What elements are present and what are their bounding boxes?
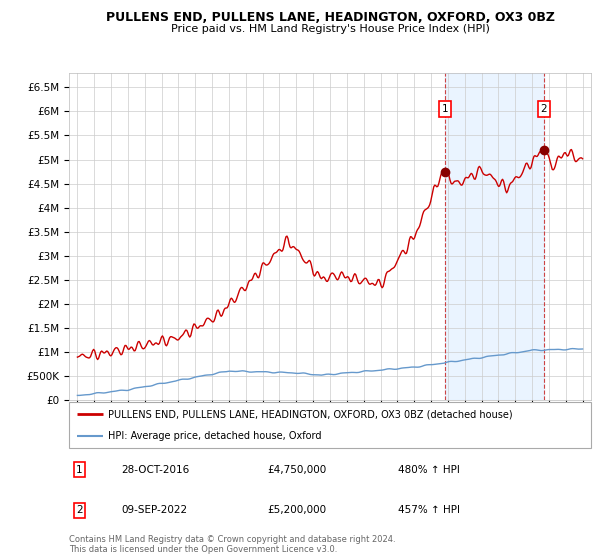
Text: Price paid vs. HM Land Registry's House Price Index (HPI): Price paid vs. HM Land Registry's House … [170,24,490,34]
Text: PULLENS END, PULLENS LANE, HEADINGTON, OXFORD, OX3 0BZ (detached house): PULLENS END, PULLENS LANE, HEADINGTON, O… [108,409,513,419]
Text: 1: 1 [442,104,448,114]
Text: 2: 2 [76,505,83,515]
Text: 480% ↑ HPI: 480% ↑ HPI [398,465,460,475]
Text: PULLENS END, PULLENS LANE, HEADINGTON, OXFORD, OX3 0BZ: PULLENS END, PULLENS LANE, HEADINGTON, O… [106,11,554,24]
Text: 09-SEP-2022: 09-SEP-2022 [121,505,187,515]
Text: £5,200,000: £5,200,000 [268,505,326,515]
Text: 2: 2 [541,104,547,114]
Text: 28-OCT-2016: 28-OCT-2016 [121,465,190,475]
Text: 1: 1 [76,465,83,475]
Text: 457% ↑ HPI: 457% ↑ HPI [398,505,460,515]
Text: Contains HM Land Registry data © Crown copyright and database right 2024.
This d: Contains HM Land Registry data © Crown c… [69,535,395,554]
FancyBboxPatch shape [69,402,591,448]
Text: £4,750,000: £4,750,000 [268,465,326,475]
Text: HPI: Average price, detached house, Oxford: HPI: Average price, detached house, Oxfo… [108,431,322,441]
Bar [445,73,544,400]
